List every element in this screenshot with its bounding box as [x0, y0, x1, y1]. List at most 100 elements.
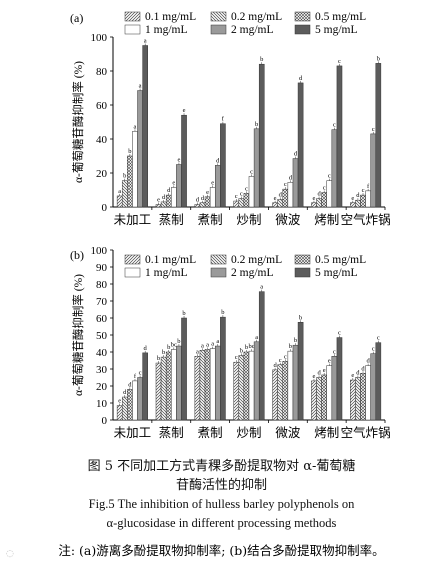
significance-label: a	[201, 342, 204, 349]
bar	[165, 351, 172, 421]
y-axis-title: α-葡萄糖苷酶抑制率 (%)	[71, 274, 85, 396]
bar	[238, 198, 245, 208]
bar	[297, 322, 304, 421]
significance-label: b	[294, 337, 297, 344]
significance-label: a	[216, 338, 219, 345]
bar	[160, 356, 167, 421]
bar	[121, 180, 128, 208]
y-tick-label: 60	[96, 313, 108, 325]
bar	[127, 389, 133, 421]
panel-label: (b)	[70, 248, 84, 262]
significance-label: d	[123, 389, 127, 396]
significance-label: c	[323, 185, 326, 192]
significance-label: d	[317, 191, 321, 198]
significance-label: bc	[171, 341, 177, 348]
figure-note: 注: (a)游离多酚提取物抑制率; (b)结合多酚提取物抑制率。	[58, 543, 385, 558]
significance-label: c	[377, 335, 380, 342]
significance-label: c	[338, 58, 341, 65]
x-tick-label: 微波	[275, 212, 301, 227]
significance-label: d	[289, 174, 293, 181]
legend-swatch	[210, 267, 227, 278]
significance-label: a	[139, 83, 142, 90]
x-tick-label: 微波	[275, 425, 301, 440]
significance-label: d	[317, 370, 321, 377]
significance-label: b	[157, 355, 160, 362]
y-tick-label: 80	[96, 279, 108, 291]
bar	[220, 123, 226, 208]
significance-label: c	[338, 330, 341, 337]
bar	[127, 155, 133, 208]
significance-label: e	[313, 195, 316, 202]
legend-label: 5 mg/mL	[315, 24, 358, 36]
bar	[142, 352, 148, 421]
bar	[365, 365, 371, 421]
significance-label: a	[211, 341, 214, 348]
x-tick-label: 空气炸锅	[341, 212, 391, 227]
x-tick-label: 烤制	[314, 425, 339, 440]
bar	[220, 316, 226, 421]
bar	[116, 405, 123, 421]
bar	[253, 341, 260, 421]
panel-label: (a)	[70, 11, 83, 25]
y-tick-label: 100	[91, 245, 108, 257]
significance-label: b	[123, 173, 126, 180]
bar	[370, 133, 377, 208]
figure-caption-en-line1: Fig.5 The inhibition of hulless barley p…	[88, 497, 355, 511]
legend-swatch	[210, 24, 227, 35]
bar	[209, 187, 216, 208]
significance-label: e	[157, 196, 160, 203]
significance-label: b	[167, 344, 170, 351]
bar	[272, 202, 278, 208]
bar	[116, 195, 123, 208]
bar	[321, 192, 327, 208]
significance-label: b	[221, 309, 224, 316]
figure-caption-cn-line1: 图 5 不同加工方式青稞多酚提取物对 α-葡萄糖	[87, 459, 356, 474]
y-tick-label: 60	[96, 100, 108, 112]
bar	[214, 345, 221, 421]
bar	[155, 204, 162, 208]
bar	[132, 380, 138, 421]
bar	[142, 45, 148, 208]
bar	[155, 362, 162, 421]
bar	[194, 356, 201, 421]
bar	[209, 348, 216, 421]
y-tick-label: 90	[96, 262, 108, 274]
significance-label: c	[372, 346, 375, 353]
bar	[233, 200, 240, 208]
significance-label: b	[245, 344, 248, 351]
bar	[181, 317, 187, 421]
legend-label: 0.2 mg/mL	[231, 254, 282, 266]
significance-label: b	[260, 56, 263, 63]
significance-label: e	[351, 372, 354, 379]
significance-label: d	[144, 345, 148, 352]
significance-label: e	[351, 195, 354, 202]
legend-swatch	[294, 254, 311, 265]
y-tick-label: 50	[96, 330, 108, 342]
significance-label: d	[299, 75, 303, 82]
significance-label: e	[177, 157, 180, 164]
bar	[272, 369, 278, 421]
y-tick-label: 20	[96, 381, 108, 393]
significance-label: a	[196, 348, 199, 355]
significance-label: d	[361, 365, 365, 372]
legend-swatch	[124, 254, 141, 265]
bar	[277, 364, 284, 421]
significance-label: c	[328, 173, 331, 180]
significance-label: c	[333, 348, 336, 355]
legend-label: 1 mg/mL	[145, 24, 188, 36]
legend-label: 0.5 mg/mL	[315, 254, 366, 266]
significance-label: b	[240, 347, 243, 354]
bar	[121, 396, 128, 421]
bar	[287, 350, 294, 421]
bar	[171, 187, 177, 208]
x-tick-label: 炒制	[236, 212, 261, 227]
significance-label: b	[177, 338, 180, 345]
bar	[181, 114, 187, 208]
significance-label: c	[284, 353, 287, 360]
significance-label: d	[167, 187, 171, 194]
significance-label: a	[118, 188, 121, 195]
x-tick-label: 未加工	[114, 425, 152, 440]
legend-label: 0.5 mg/mL	[315, 11, 366, 23]
significance-label: d	[216, 157, 220, 164]
bar	[199, 202, 206, 208]
